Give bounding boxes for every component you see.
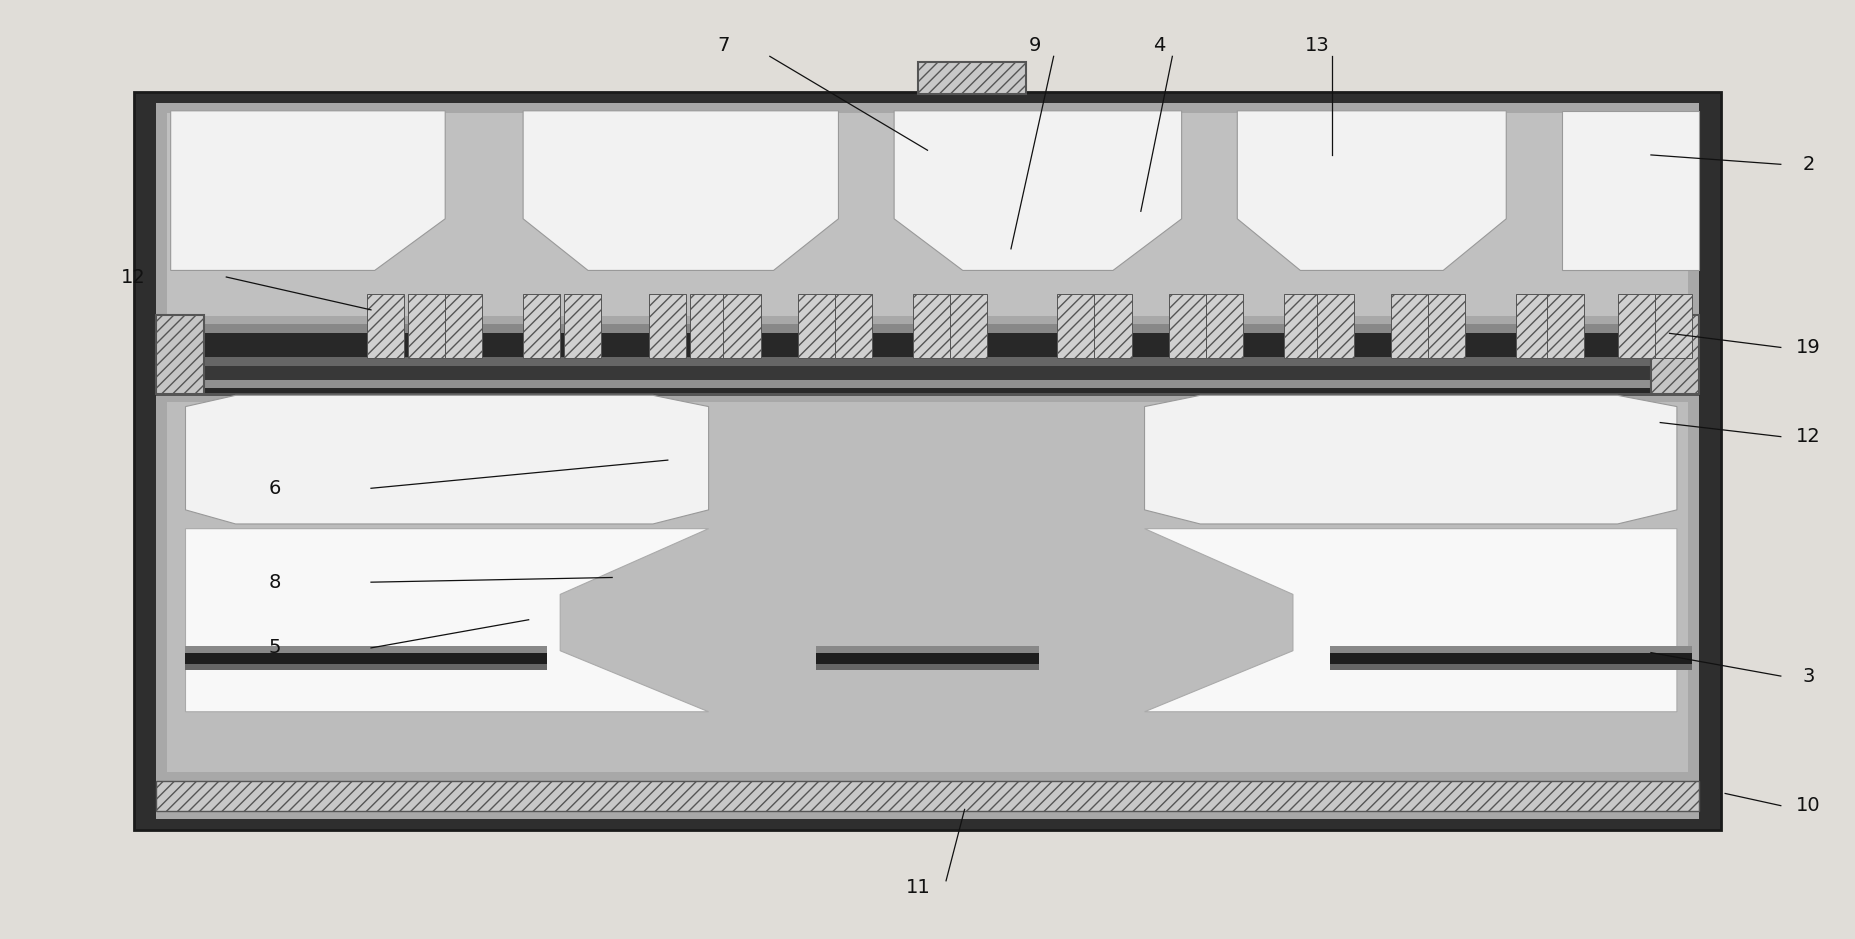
Bar — [723, 294, 761, 358]
Bar — [156, 333, 1699, 357]
Bar — [408, 294, 445, 358]
Polygon shape — [186, 395, 709, 524]
Bar — [690, 294, 727, 358]
Bar — [156, 357, 1699, 366]
Bar — [134, 92, 1721, 830]
Bar — [816, 646, 1039, 653]
Polygon shape — [186, 529, 709, 712]
Text: 2: 2 — [1803, 155, 1814, 174]
Bar — [1618, 294, 1655, 358]
Text: 3: 3 — [1803, 667, 1814, 685]
Bar — [156, 388, 1699, 393]
Polygon shape — [1562, 111, 1699, 270]
Bar — [1169, 294, 1206, 358]
Text: 12: 12 — [1796, 427, 1822, 446]
Bar — [156, 324, 1699, 333]
Bar — [1057, 294, 1094, 358]
Bar — [367, 294, 404, 358]
Bar — [445, 294, 482, 358]
Text: 13: 13 — [1304, 36, 1330, 54]
Bar — [1206, 294, 1243, 358]
Bar — [156, 397, 1699, 819]
Bar — [167, 113, 1688, 316]
Text: 4: 4 — [1154, 36, 1165, 54]
Bar — [1317, 294, 1354, 358]
Bar — [156, 380, 1699, 388]
Bar — [156, 103, 1699, 324]
Text: 8: 8 — [269, 573, 280, 592]
Polygon shape — [894, 111, 1182, 270]
Bar — [523, 294, 560, 358]
Bar — [835, 294, 872, 358]
Text: 12: 12 — [121, 268, 147, 286]
Bar — [816, 653, 1039, 664]
Polygon shape — [171, 111, 445, 270]
Bar — [649, 294, 686, 358]
Bar — [1284, 294, 1321, 358]
Polygon shape — [1237, 111, 1506, 270]
Bar — [186, 664, 547, 670]
Bar — [156, 315, 204, 394]
Bar — [1516, 294, 1553, 358]
Polygon shape — [1145, 395, 1677, 524]
Bar — [156, 393, 1699, 396]
Bar — [1651, 315, 1699, 394]
Text: 11: 11 — [905, 878, 931, 897]
Bar — [1547, 294, 1584, 358]
Polygon shape — [523, 111, 838, 270]
Bar — [156, 103, 1699, 819]
Text: 5: 5 — [269, 639, 280, 657]
Text: 7: 7 — [718, 36, 729, 54]
Bar — [918, 62, 1026, 94]
Text: 10: 10 — [1796, 796, 1822, 815]
Text: 9: 9 — [1030, 36, 1041, 54]
Text: 19: 19 — [1796, 338, 1822, 357]
Polygon shape — [1145, 529, 1677, 712]
Bar — [816, 664, 1039, 670]
Bar — [156, 366, 1699, 380]
Bar — [1330, 664, 1692, 670]
Bar — [1391, 294, 1428, 358]
Bar — [913, 294, 950, 358]
Bar — [798, 294, 835, 358]
Bar — [564, 294, 601, 358]
Bar — [186, 653, 547, 664]
Bar — [1094, 294, 1132, 358]
Bar — [950, 294, 987, 358]
Bar — [167, 402, 1688, 772]
Bar — [1330, 653, 1692, 664]
Bar — [1655, 294, 1692, 358]
Bar — [156, 781, 1699, 811]
Text: 6: 6 — [269, 479, 280, 498]
Bar — [1428, 294, 1465, 358]
Bar — [186, 646, 547, 653]
Bar — [1330, 646, 1692, 653]
